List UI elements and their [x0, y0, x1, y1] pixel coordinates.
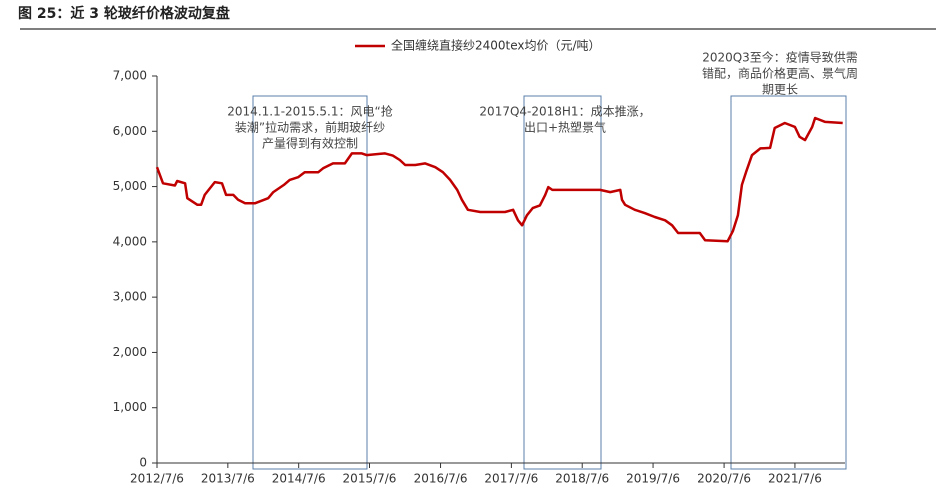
y-tick-label: 3,000 [113, 290, 147, 304]
x-tick-label: 2016/7/6 [414, 472, 468, 486]
annotation: 产量得到有效控制 [262, 136, 358, 151]
line [155, 116, 843, 243]
annotation: 2017Q4-2018H1：成本推涨， [479, 104, 650, 119]
x-tick-label: 2020/7/6 [697, 472, 751, 486]
annotation: 期更长 [762, 83, 798, 97]
chart-title: 图 25：近 3 轮玻纤价格波动复盘 [18, 5, 230, 22]
x-tick-label: 2017/7/6 [484, 472, 538, 486]
annotation: 2014.1.1-2015.5.1：风电“抢 [227, 104, 392, 119]
x-tick-label: 2018/7/6 [555, 472, 609, 486]
x-tick-label: 2021/7/6 [768, 472, 822, 486]
x-tick-label: 2012/7/6 [130, 472, 184, 486]
x-tick-label: 2013/7/6 [201, 472, 255, 486]
y-tick-label: 4,000 [113, 234, 147, 248]
y-tick-label: 2,000 [113, 345, 147, 359]
annotation: 装潮”拉动需求，前期玻纤纱 [235, 120, 385, 135]
annotation: 出口+热塑景气 [524, 120, 606, 135]
annotation-box [730, 95, 847, 470]
y-tick-label: 7,000 [113, 69, 147, 83]
y-tick-label: 6,000 [113, 124, 147, 138]
annotation-box [523, 95, 602, 470]
y-tick-label: 1,000 [113, 400, 147, 414]
x-tick-label: 2015/7/6 [343, 472, 397, 486]
y-tick-label: 5,000 [113, 179, 147, 193]
annotation: 错配，商品价格更高、景气周 [702, 66, 858, 81]
annotation-box [252, 95, 368, 470]
x-tick-label: 2019/7/6 [626, 472, 680, 486]
x-tick-label: 2014/7/6 [272, 472, 326, 486]
y-tick-label: 0 [139, 456, 147, 470]
annotation: 2020Q3至今：疫情导致供需 [702, 50, 858, 65]
legend-label: 全国缠绕直接纱2400tex均价（元/吨） [391, 38, 601, 53]
